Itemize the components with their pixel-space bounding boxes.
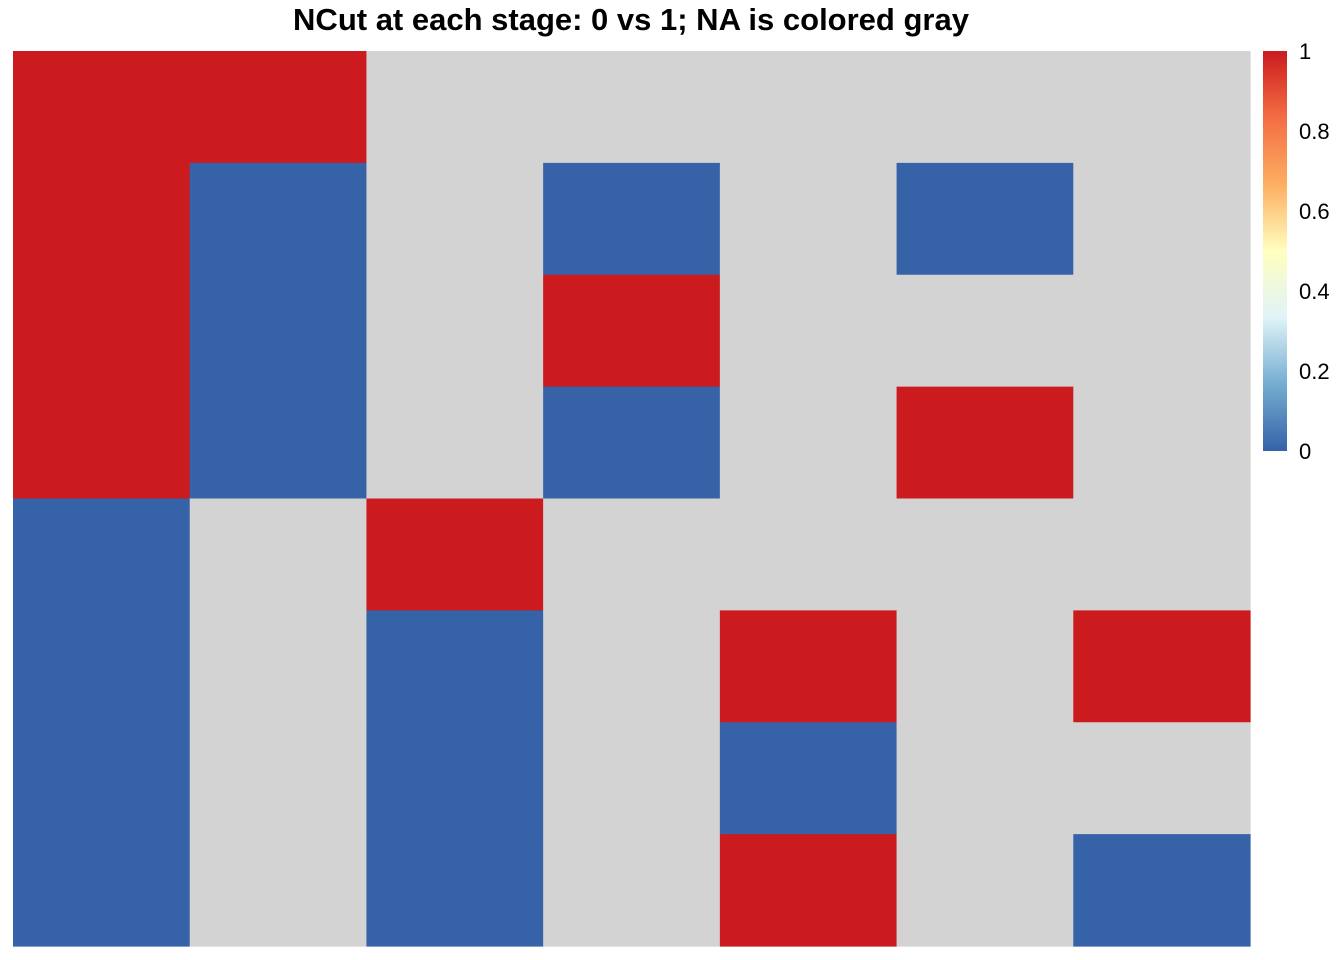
legend-tick-label: 0.4	[1299, 279, 1330, 304]
heatmap-cell	[896, 834, 1074, 947]
heatmap-cell	[1073, 162, 1251, 276]
heatmap-cell	[189, 386, 368, 500]
heatmap-cells	[13, 51, 1251, 947]
heatmap-cell	[13, 610, 191, 723]
color-legend: 0 0.2 0.4 0.6 0.8 1	[1263, 39, 1330, 464]
heatmap-cell	[719, 274, 898, 388]
heatmap-cell	[366, 386, 544, 500]
heatmap-cell	[719, 162, 898, 276]
heatmap-cell	[189, 162, 368, 276]
legend-ticks: 0 0.2 0.4 0.6 0.8 1	[1299, 39, 1330, 464]
heatmap-cell	[543, 498, 721, 611]
heatmap-cell	[189, 274, 368, 388]
heatmap-cell	[189, 722, 368, 835]
heatmap-cell	[896, 610, 1074, 723]
heatmap-cell	[189, 498, 368, 611]
heatmap-cell	[13, 722, 191, 835]
heatmap-cell	[896, 386, 1074, 500]
heatmap-cell	[366, 722, 544, 835]
heatmap-cell	[543, 274, 721, 388]
heatmap-cell	[366, 162, 544, 276]
heatmap-cell	[13, 498, 191, 611]
heatmap-cell	[13, 274, 191, 388]
heatmap-cell	[1073, 386, 1251, 500]
heatmap-cell	[1073, 51, 1251, 164]
heatmap-cell	[366, 274, 544, 388]
heatmap-cell	[189, 51, 368, 164]
legend-color-bar	[1263, 51, 1287, 451]
heatmap-cell	[366, 498, 544, 611]
heatmap-cell	[1073, 834, 1251, 947]
heatmap-cell	[896, 162, 1074, 276]
legend-tick-label: 0.2	[1299, 359, 1330, 384]
heatmap-cell	[13, 51, 191, 164]
heatmap-cell	[719, 51, 898, 164]
heatmap-cell	[189, 610, 368, 723]
heatmap-cell	[896, 51, 1074, 164]
heatmap-cell	[896, 722, 1074, 835]
heatmap-cell	[719, 498, 898, 611]
heatmap-cell	[543, 722, 721, 835]
legend-tick-label: 0	[1299, 439, 1311, 464]
heatmap-cell	[13, 834, 191, 947]
legend-tick-label: 0.8	[1299, 119, 1330, 144]
heatmap-cell	[719, 722, 898, 835]
heatmap-cell	[719, 386, 898, 500]
heatmap-cell	[366, 51, 544, 164]
heatmap-cell	[543, 386, 721, 500]
heatmap-cell	[13, 386, 191, 500]
heatmap-cell	[1073, 274, 1251, 388]
heatmap-cell	[543, 162, 721, 276]
chart-title: NCut at each stage: 0 vs 1; NA is colore…	[293, 2, 969, 37]
heatmap-cell	[543, 610, 721, 723]
heatmap-cell	[13, 162, 191, 276]
heatmap-cell	[896, 498, 1074, 611]
heatmap-cell	[719, 834, 898, 947]
heatmap-cell	[366, 834, 544, 947]
heatmap-cell	[366, 610, 544, 723]
heatmap-cell	[719, 610, 898, 723]
heatmap-cell	[543, 51, 721, 164]
heatmap-cell	[189, 834, 368, 947]
heatmap-cell	[543, 834, 721, 947]
heatmap-cell	[1073, 722, 1251, 835]
legend-tick-label: 1	[1299, 39, 1311, 64]
heatmap-cell	[1073, 610, 1251, 723]
heatmap-cell	[1073, 498, 1251, 611]
legend-tick-label: 0.6	[1299, 199, 1330, 224]
heatmap-cell	[896, 274, 1074, 388]
